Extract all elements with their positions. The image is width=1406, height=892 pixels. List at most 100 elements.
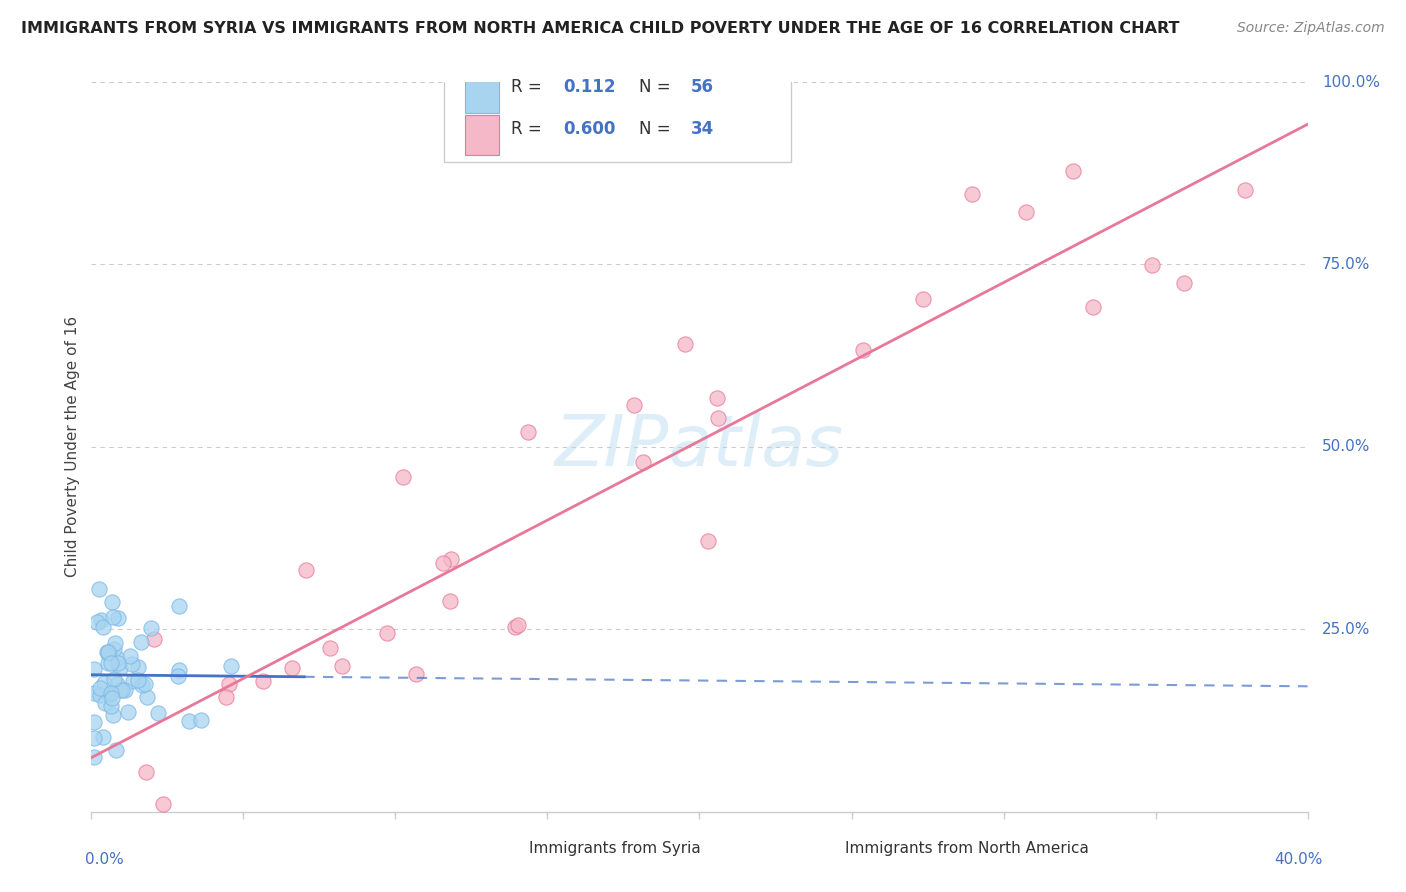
Point xyxy=(281,661,304,675)
Point xyxy=(94,696,117,710)
Text: 50.0%: 50.0% xyxy=(1322,440,1371,454)
Point xyxy=(1081,300,1104,314)
Point xyxy=(105,651,128,665)
Point xyxy=(129,635,152,649)
Point xyxy=(111,683,134,698)
Point xyxy=(439,594,461,608)
Text: R =: R = xyxy=(510,78,547,96)
Point xyxy=(508,617,530,632)
Point xyxy=(100,690,122,705)
Point xyxy=(127,660,149,674)
Point xyxy=(706,392,728,406)
Point xyxy=(1142,258,1164,272)
Text: 0.112: 0.112 xyxy=(564,78,616,96)
Point xyxy=(167,663,190,677)
Point xyxy=(706,410,728,425)
Point xyxy=(146,706,169,720)
Point xyxy=(100,657,122,671)
Point xyxy=(97,687,120,701)
Point xyxy=(962,186,984,201)
Point xyxy=(440,551,463,566)
FancyBboxPatch shape xyxy=(444,71,790,162)
Point xyxy=(143,632,166,646)
Text: 56: 56 xyxy=(690,78,714,96)
Point xyxy=(97,645,120,659)
Point xyxy=(105,677,128,691)
Text: Immigrants from Syria: Immigrants from Syria xyxy=(529,840,702,855)
Point xyxy=(89,681,111,695)
Point xyxy=(104,636,127,650)
Point xyxy=(91,620,114,634)
Point xyxy=(218,677,240,691)
Text: Immigrants from North America: Immigrants from North America xyxy=(845,840,1090,855)
FancyBboxPatch shape xyxy=(815,835,842,863)
Text: R =: R = xyxy=(510,120,547,138)
Point xyxy=(87,582,110,596)
Point xyxy=(673,336,696,351)
Point xyxy=(631,455,654,469)
Point xyxy=(100,698,122,713)
FancyBboxPatch shape xyxy=(465,73,499,113)
Point xyxy=(108,661,131,675)
Point xyxy=(103,707,125,722)
Text: 25.0%: 25.0% xyxy=(1322,622,1371,637)
Text: 40.0%: 40.0% xyxy=(1274,852,1322,867)
Text: N =: N = xyxy=(638,78,675,96)
Point xyxy=(392,469,415,483)
Text: 0.600: 0.600 xyxy=(564,120,616,138)
Point xyxy=(190,713,212,727)
Point xyxy=(1014,204,1036,219)
Point xyxy=(516,425,538,440)
Point xyxy=(131,678,153,692)
Point xyxy=(135,764,157,779)
Point xyxy=(319,640,342,655)
Point xyxy=(105,743,128,757)
Point xyxy=(139,621,162,635)
Point xyxy=(375,626,398,640)
Text: 75.0%: 75.0% xyxy=(1322,257,1371,272)
Point xyxy=(103,673,125,687)
Y-axis label: Child Poverty Under the Age of 16: Child Poverty Under the Age of 16 xyxy=(65,317,80,577)
Text: ZIPatlas: ZIPatlas xyxy=(555,412,844,482)
Point xyxy=(135,690,157,705)
Point xyxy=(1234,183,1257,197)
Point xyxy=(83,685,105,699)
Point xyxy=(107,657,129,671)
Point xyxy=(215,690,238,704)
Point xyxy=(91,730,114,744)
Point xyxy=(852,343,875,357)
Text: Source: ZipAtlas.com: Source: ZipAtlas.com xyxy=(1237,21,1385,35)
Point xyxy=(405,667,427,681)
Text: N =: N = xyxy=(638,120,675,138)
Point xyxy=(1173,276,1195,290)
Point xyxy=(697,534,720,549)
Text: 100.0%: 100.0% xyxy=(1322,75,1381,89)
Point xyxy=(122,674,145,689)
Point xyxy=(152,797,174,812)
Point xyxy=(89,688,111,702)
Point xyxy=(432,556,454,570)
Point xyxy=(219,659,242,673)
Point xyxy=(114,683,136,698)
Point xyxy=(120,648,142,663)
Point xyxy=(83,731,105,745)
Text: 0.0%: 0.0% xyxy=(86,852,124,867)
Point xyxy=(96,645,118,659)
FancyBboxPatch shape xyxy=(465,115,499,155)
Point xyxy=(330,659,353,673)
FancyBboxPatch shape xyxy=(499,835,526,863)
Point xyxy=(100,686,122,700)
Point xyxy=(166,669,188,683)
Point xyxy=(83,662,105,676)
Point xyxy=(127,673,149,687)
Point xyxy=(97,656,120,670)
Point xyxy=(134,677,156,691)
Point xyxy=(294,563,316,577)
Point xyxy=(90,613,112,627)
Point xyxy=(83,715,105,730)
Point xyxy=(912,292,935,306)
Point xyxy=(97,646,120,660)
Point xyxy=(86,615,108,630)
Point xyxy=(167,599,190,613)
Point xyxy=(121,657,143,672)
